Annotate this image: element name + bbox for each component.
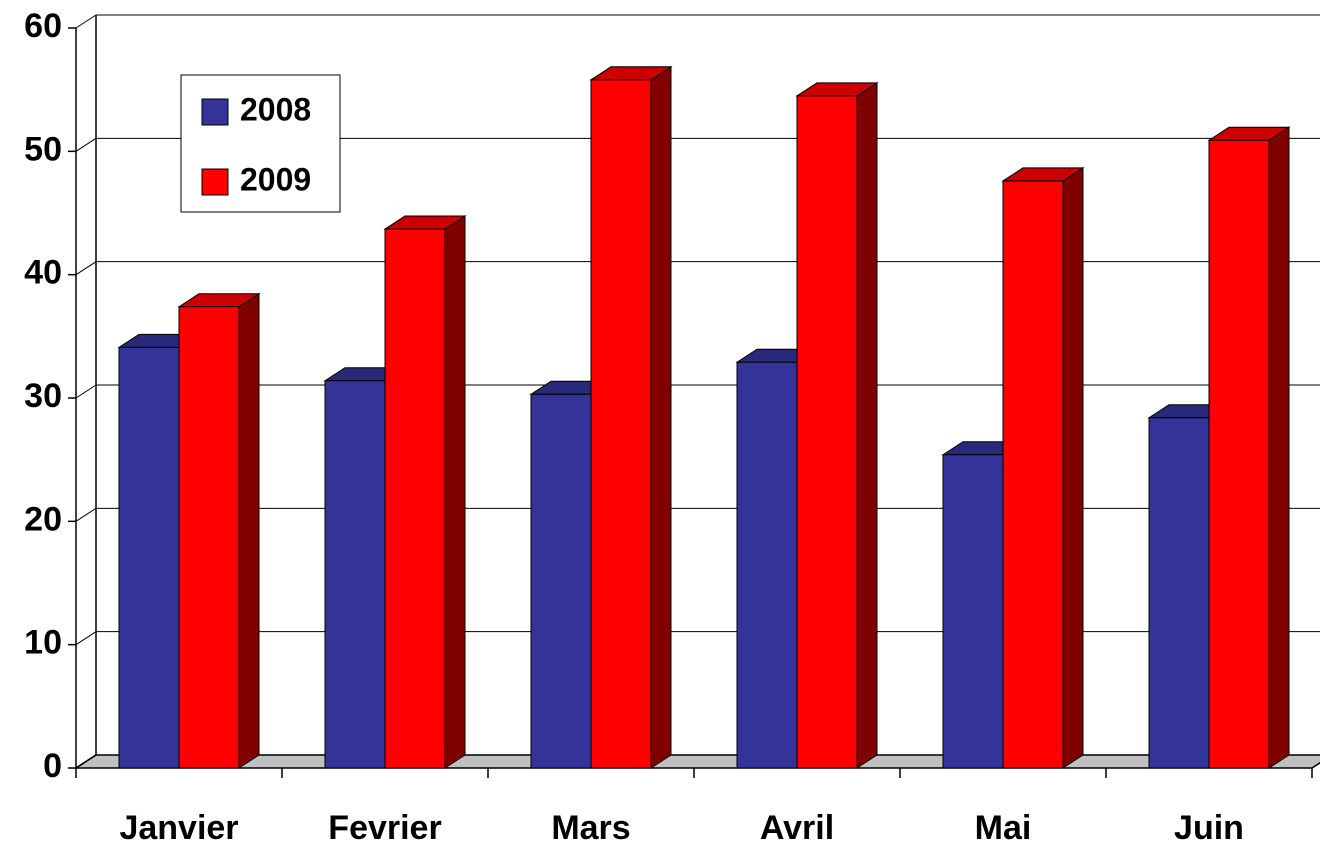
grid-line-side (75, 261, 97, 276)
legend-label: 2008 (240, 91, 311, 127)
bar-side (650, 65, 672, 769)
y-tick-label: 20 (24, 500, 62, 538)
bar (795, 81, 879, 769)
bar-side (856, 81, 878, 769)
bar-front (1002, 180, 1064, 769)
bar-side (1062, 167, 1084, 769)
legend-label: 2009 (240, 161, 311, 197)
x-tick-label: Janvier (119, 809, 238, 843)
grid-line-side (75, 14, 97, 29)
y-tick-label: 60 (24, 7, 62, 45)
legend-box (180, 74, 341, 213)
bar-front (736, 361, 798, 769)
bar-side (444, 215, 466, 769)
y-tick-label: 30 (24, 377, 62, 415)
bar-front (1208, 139, 1270, 769)
bar (383, 215, 467, 769)
grid-line-side (75, 754, 97, 769)
x-tick-label: Mars (551, 809, 630, 843)
bar (1001, 167, 1085, 769)
bar-front (1148, 417, 1210, 769)
bar (1207, 126, 1291, 769)
x-tick-label: Fevrier (328, 809, 441, 843)
bar-front (942, 454, 1004, 769)
bar-front (324, 380, 386, 769)
y-tick-label: 10 (24, 624, 62, 662)
legend-swatch (201, 98, 229, 126)
grid-line-side (75, 384, 97, 399)
bar-side (1268, 126, 1290, 769)
x-tick-label: Mai (975, 809, 1032, 843)
x-tick-label: Avril (760, 809, 834, 843)
bar-front (118, 346, 180, 769)
bar-front (530, 393, 592, 769)
x-tick-label: Juin (1174, 809, 1244, 843)
y-tick-label: 0 (43, 747, 62, 785)
y-tick-label: 40 (24, 254, 62, 292)
bar-front (796, 95, 858, 769)
bar (177, 292, 261, 769)
bar-front (590, 79, 652, 769)
bar-front (178, 306, 240, 769)
grid-line-side (75, 137, 97, 152)
floor (73, 754, 1320, 769)
grid-line-side (75, 631, 97, 646)
legend-swatch (201, 168, 229, 196)
bar (589, 65, 673, 769)
bar-side (238, 292, 260, 769)
grid-line-side (75, 507, 97, 522)
legend: 2008 2009 (180, 74, 341, 213)
y-tick-label: 50 (24, 130, 62, 168)
bar-front (384, 228, 446, 769)
